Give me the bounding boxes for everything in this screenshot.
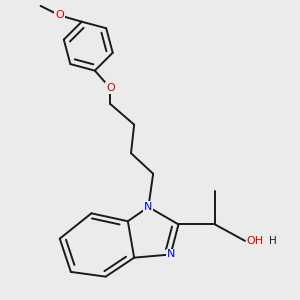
Text: OH: OH bbox=[247, 236, 264, 246]
Text: O: O bbox=[55, 11, 64, 20]
Text: N: N bbox=[167, 250, 175, 260]
Text: N: N bbox=[144, 202, 153, 212]
Text: H: H bbox=[269, 236, 277, 246]
Text: O: O bbox=[106, 83, 115, 93]
